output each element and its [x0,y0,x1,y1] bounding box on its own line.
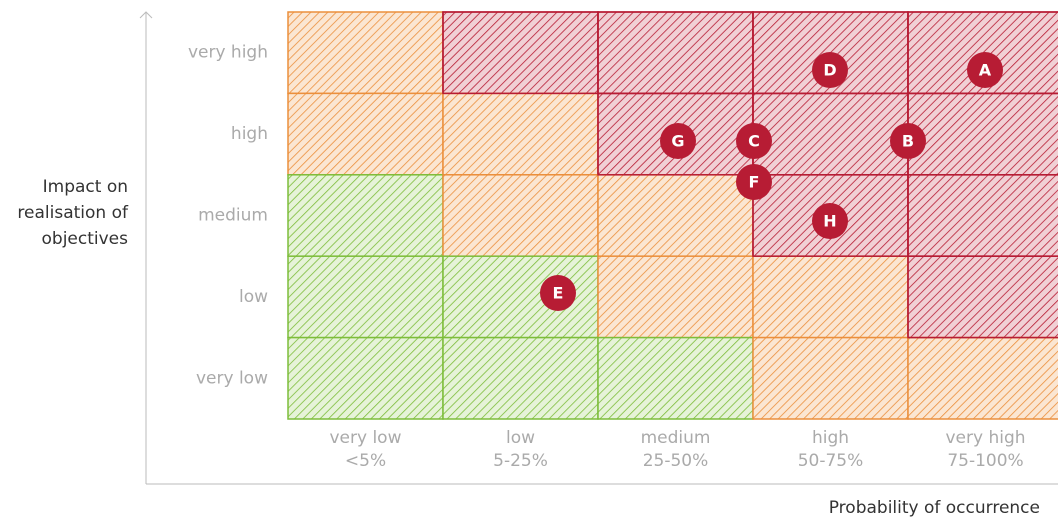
risk-marker [540,275,576,311]
x-level-name: low [506,428,535,448]
matrix-cell [752,336,909,420]
y-axis-label: Impact on [43,177,128,197]
risk-label: G [671,132,684,151]
risk-marker [967,52,1003,88]
y-axis-label: realisation of [17,203,129,223]
matrix-cell [287,255,444,339]
x-axis-label: Probability of occurrence [829,498,1040,518]
risk-marker [660,123,696,159]
risk-label: B [902,132,914,151]
x-level-range: 5-25% [493,451,548,471]
y-level-label: very high [188,43,268,63]
risk-marker [736,164,772,200]
matrix-cell [752,255,909,339]
x-level-range: 25-50% [643,451,709,471]
risk-label: E [553,284,564,303]
matrix-cell [597,336,754,420]
risk-label: C [748,132,760,151]
x-level-range: 75-100% [947,451,1023,471]
risk-marker [812,203,848,239]
matrix-cell [442,336,599,420]
y-level-label: very low [196,368,268,388]
cell-border [907,255,1058,339]
matrix-cell [442,11,599,95]
matrix-cell [597,11,754,95]
y-level-label: low [239,287,268,307]
y-axis-label: objectives [42,229,129,249]
matrix-cell [597,255,754,339]
x-level-range: 50-75% [798,451,864,471]
y-level-label: medium [198,206,268,226]
matrix-cell [597,174,754,257]
matrix-cell [907,255,1058,339]
matrix-cell [907,174,1058,257]
y-arrow [139,11,153,19]
x-level-name: medium [641,428,711,448]
matrix-cell [287,11,444,95]
x-level-name: very high [945,428,1025,448]
risk-marker [812,52,848,88]
matrix-cell [442,92,599,176]
risk-marker [736,123,772,159]
matrix-cell [442,174,599,257]
x-level-name: high [812,428,849,448]
y-level-label: high [231,124,268,144]
risk-marker [890,123,926,159]
matrix-cell [907,92,1058,176]
matrix-cell [287,174,444,257]
x-level-name: very low [329,428,401,448]
risk-label: A [979,61,992,80]
risk-label: D [823,61,836,80]
matrix-cell [907,336,1058,420]
matrix-cell [287,92,444,176]
risk-label: H [823,212,836,231]
matrix-cell [752,92,909,176]
x-level-range: <5% [345,451,386,471]
matrix-cell [287,336,444,420]
risk-label: F [749,173,760,192]
